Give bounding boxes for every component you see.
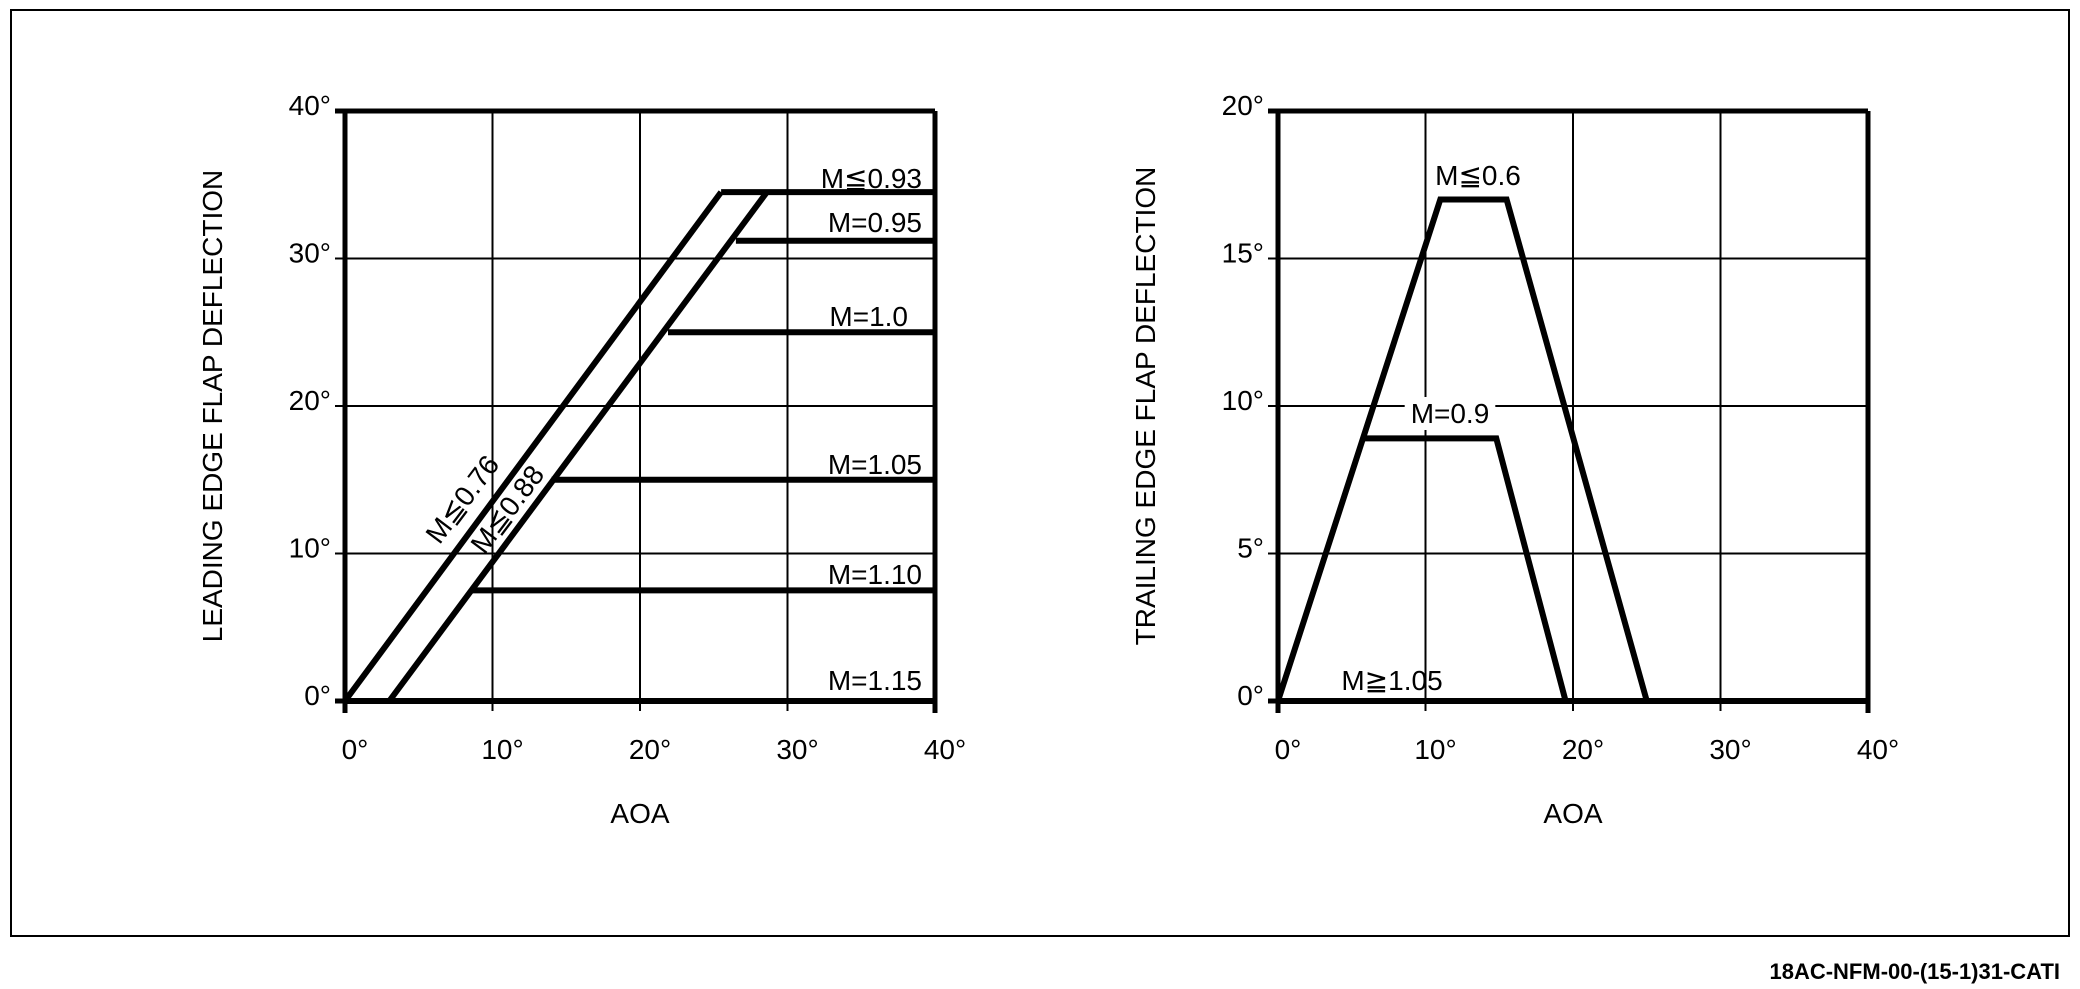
leading-x-tick-label: 20° [629,734,671,765]
leading-series-label-4: M=0.95 [828,207,922,238]
trailing-x-tick-label: 40° [1857,734,1899,765]
trailing-y-tick-label: 15° [1222,238,1264,269]
trailing-y-tick-label: 5° [1237,533,1264,564]
trailing-y-axis-title: TRAILING EDGE FLAP DEFLECTION [1130,167,1161,646]
leading-edge-flap-chart: 0° 10° 20° 30° 40° 0° 10° 20° 30° 40° AOA LEADING E… [197,90,966,829]
leading-series-label-6: M=1.05 [828,449,922,480]
trailing-edge-flap-chart: 0° 10° 20° 30° 40° 0° 5° 10° 15° 20° AOA TRAILING E… [1130,90,1899,829]
leading-x-axis-title: AOA [610,798,669,829]
trailing-series-line-2 [1365,435,1569,702]
trailing-y-tick-label: 0° [1237,680,1264,711]
leading-x-tick-label: 30° [776,734,818,765]
leading-series-label-3: M≦0.93 [821,163,922,194]
trailing-series-label-3: M≧1.05 [1341,665,1442,696]
trailing-x-axis-title: AOA [1543,798,1602,829]
leading-series-line-1 [342,190,724,703]
leading-y-tick-label: 0° [304,680,331,711]
leading-series-label-7: M=1.10 [828,559,922,590]
trailing-x-tick-label: 0° [1275,734,1302,765]
leading-series-label-5: M=1.0 [829,301,908,332]
leading-y-tick-label: 30° [289,238,331,269]
trailing-series-label-1: M≦0.6 [1435,160,1521,191]
leading-x-tick-label: 10° [481,734,523,765]
trailing-x-tick-label: 20° [1562,734,1604,765]
figure-border [10,9,2070,937]
trailing-series-label-2: M=0.9 [1411,398,1490,429]
trailing-series-label-bg [1404,397,1496,430]
trailing-x-tick-label: 30° [1709,734,1751,765]
trailing-series-line-1 [1275,196,1650,702]
reference-code: 18AC-NFM-00-(15-1)31-CATI [1769,959,2060,984]
trailing-y-tick-label: 10° [1222,385,1264,416]
trailing-x-tick-label: 10° [1414,734,1456,765]
trailing-series-label-bg [1429,159,1527,192]
leading-y-tick-label: 10° [289,533,331,564]
leading-x-tick-label: 40° [924,734,966,765]
leading-y-axis-title: LEADING EDGE FLAP DEFLECTION [197,170,228,643]
leading-y-tick-label: 40° [289,90,331,121]
trailing-y-tick-label: 20° [1222,90,1264,121]
leading-series-label-8: M=1.15 [828,665,922,696]
leading-series-line-2 [386,190,770,703]
leading-y-tick-label: 20° [289,385,331,416]
leading-x-tick-label: 0° [342,734,369,765]
